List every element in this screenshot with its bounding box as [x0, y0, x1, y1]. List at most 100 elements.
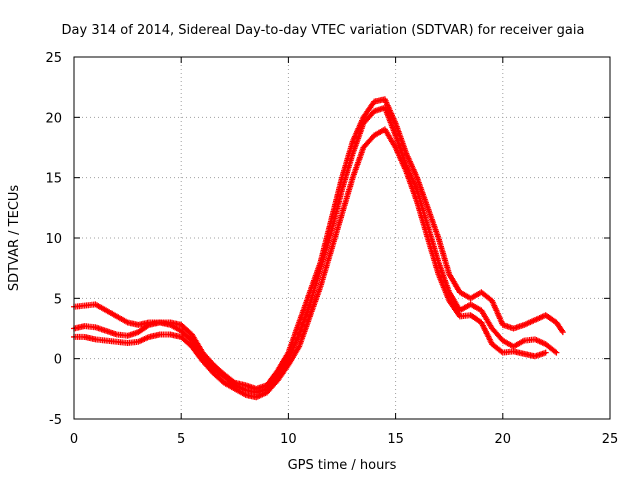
data-point-trail — [296, 315, 313, 348]
data-point-trail — [307, 284, 323, 318]
data-point-trail — [425, 236, 441, 276]
x-tick-label: 15 — [387, 432, 404, 447]
data-point-trail — [361, 100, 377, 119]
data-point-trail — [533, 337, 548, 347]
data-point-trail — [339, 176, 356, 216]
data-point-trail — [222, 380, 237, 391]
data-point-trail — [489, 299, 506, 327]
data-point-trail — [94, 302, 108, 313]
data-point-trail — [179, 335, 194, 349]
x-ticks: 0 5 10 15 20 25 — [70, 57, 618, 447]
data-point-trail — [382, 106, 398, 137]
x-tick-label: 5 — [177, 432, 185, 447]
data-point-trail — [200, 359, 216, 375]
x-axis-label: GPS time / hours — [288, 458, 397, 473]
data-point-trail — [436, 272, 452, 303]
data-point-trail — [469, 302, 483, 313]
data-point-trail — [512, 338, 526, 349]
data-point-trail — [447, 272, 462, 294]
data-point-trail — [382, 97, 398, 125]
y-tick-label: 20 — [45, 111, 62, 126]
data-point-trail — [339, 152, 356, 191]
data-point-trail — [296, 303, 313, 336]
data-point-trail — [361, 109, 376, 125]
data-point-trail — [265, 378, 280, 395]
series-track-2 — [71, 104, 560, 396]
data-point-trail — [458, 290, 473, 301]
data-point-trail — [307, 266, 323, 306]
data-point-trail — [169, 322, 183, 334]
y-tick-label: 25 — [45, 51, 62, 66]
data-point-trail — [479, 321, 495, 346]
data-point-trail — [458, 302, 473, 313]
data-point-trail — [436, 236, 452, 276]
data-point-trail — [265, 375, 280, 391]
data-point-trail — [179, 323, 194, 337]
data-point-trail — [393, 134, 409, 167]
data-point-trail — [264, 369, 280, 387]
data-point-trail — [447, 299, 462, 318]
y-axis-label: SDTVAR / TECUs — [7, 185, 22, 292]
data-point-trail — [211, 366, 226, 379]
data-point-trail — [350, 122, 366, 155]
data-point-trail — [136, 322, 151, 335]
data-point-trail — [404, 152, 420, 180]
data-point-trail — [425, 206, 441, 240]
data-point-trail — [554, 320, 565, 334]
data-point-trail — [189, 344, 205, 363]
data-point-trail — [275, 363, 291, 382]
x-tick-label: 10 — [280, 432, 297, 447]
data-point-trail — [286, 345, 302, 367]
data-point — [553, 349, 560, 356]
data-point-trail — [211, 371, 226, 385]
data-point-trail — [179, 329, 194, 343]
data-point-trail — [200, 351, 216, 367]
data-point-trail — [544, 342, 559, 355]
data-point-trail — [222, 374, 237, 388]
y-tick-label: 0 — [54, 353, 62, 368]
data-point — [559, 329, 566, 336]
data-point-trail — [490, 326, 505, 343]
data-point-trail — [425, 224, 441, 264]
data-point-trail — [328, 188, 345, 234]
data-point-trail — [414, 176, 431, 210]
data-point-trail — [318, 230, 334, 270]
data-point-trail — [469, 313, 483, 325]
data-point-trail — [104, 308, 119, 319]
data-point-trail — [328, 212, 345, 252]
data-point-trail — [447, 290, 462, 312]
grid-lines — [74, 57, 610, 419]
x-tick-label: 25 — [602, 432, 619, 447]
data-point-trail — [393, 122, 409, 155]
data-point-trail — [189, 339, 205, 358]
y-ticks: -5 0 5 10 15 20 25 — [45, 51, 610, 428]
x-tick-label: 0 — [70, 432, 78, 447]
chart-title: Day 314 of 2014, Sidereal Day-to-day VTE… — [62, 23, 585, 38]
data-point-trail — [286, 333, 302, 361]
y-tick-label: -5 — [49, 413, 62, 428]
y-tick-label: 5 — [54, 292, 62, 307]
data-point-trail — [479, 290, 494, 303]
data-point-trail — [233, 386, 247, 397]
x-tick-label: 20 — [495, 432, 512, 447]
data-point-trail — [544, 313, 559, 325]
data-point-trail — [318, 248, 334, 288]
data-point-trail — [382, 127, 398, 149]
data-point-trail — [200, 354, 216, 370]
series-track-3 — [71, 126, 549, 401]
data-point-trail — [403, 170, 420, 204]
data-point-trail — [479, 308, 495, 330]
y-tick-label: 10 — [45, 232, 62, 247]
data-point-trail — [490, 342, 505, 355]
data-point — [542, 349, 549, 356]
data-point-trail — [189, 333, 205, 355]
y-tick-label: 15 — [45, 172, 62, 187]
data-point-trail — [339, 140, 356, 179]
data-point-trail — [393, 146, 409, 173]
series-track-1 — [71, 96, 566, 392]
data-point-trail — [136, 334, 151, 345]
data-point-trail — [350, 146, 366, 179]
data-point-trail — [414, 200, 431, 240]
data-point-trail — [275, 351, 291, 373]
